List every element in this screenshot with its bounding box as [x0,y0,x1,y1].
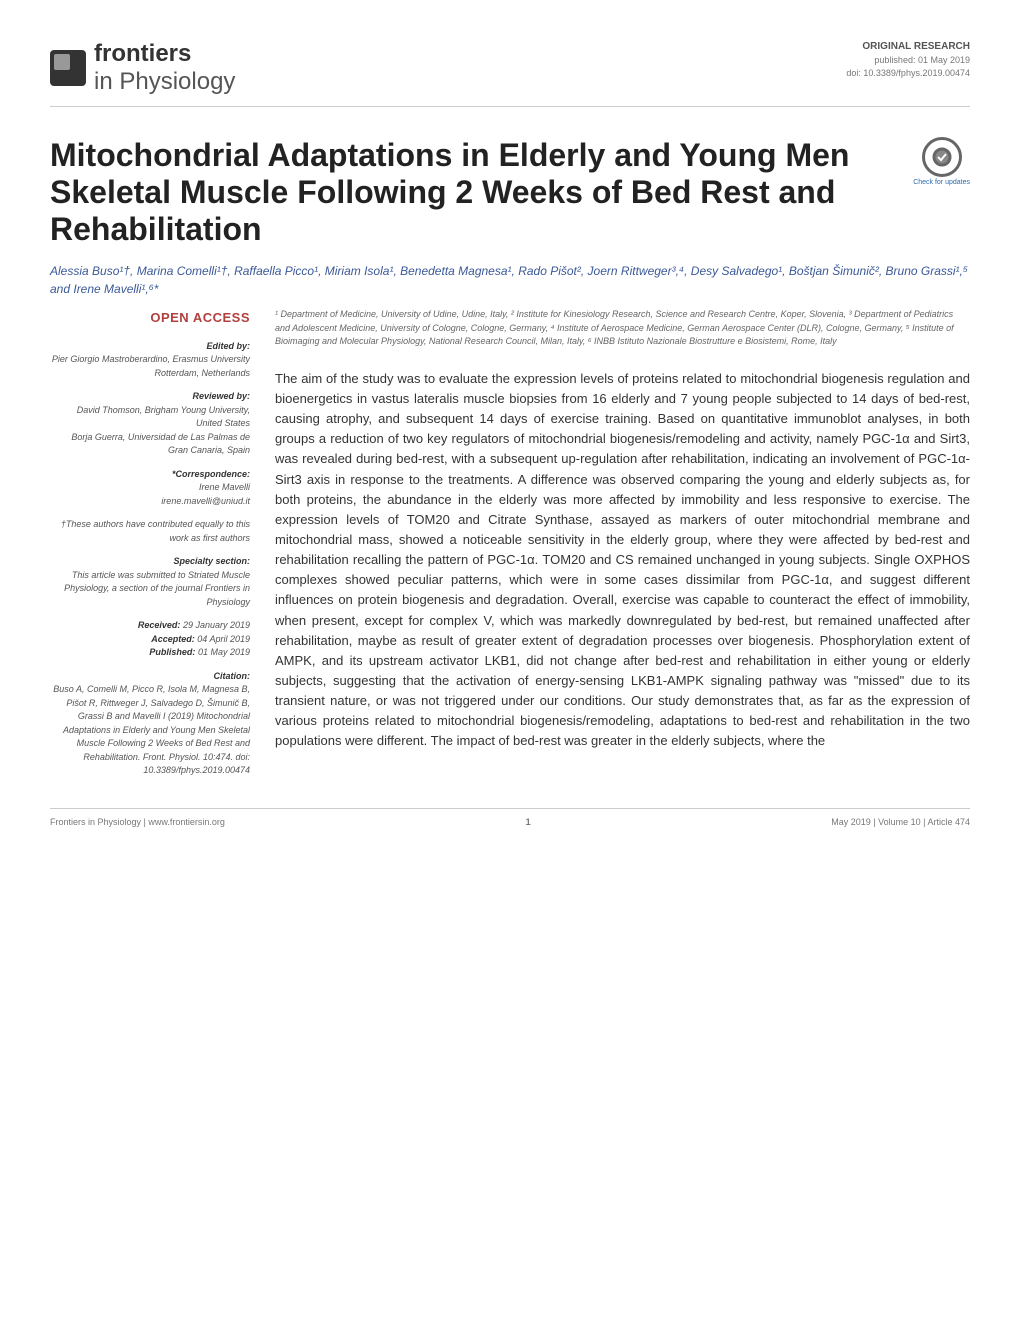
accepted-date: 04 April 2019 [197,634,250,644]
page-number: 1 [526,817,531,827]
check-label: Check for updates [913,179,970,186]
journal-name: frontiers in Physiology [94,40,235,96]
accepted-label: Accepted: [151,634,195,644]
main-column: ¹ Department of Medicine, University of … [275,308,970,778]
abstract-text: The aim of the study was to evaluate the… [275,369,970,752]
frontiers-logo-icon [50,50,86,86]
received-date: 29 January 2019 [183,620,250,630]
correspondence-name: Irene Mavelli [50,481,250,495]
sidebar: OPEN ACCESS Edited by: Pier Giorgio Mast… [50,308,250,778]
edited-by-label: Edited by: [50,340,250,354]
received-label: Received: [138,620,181,630]
published-label: Published: [149,647,195,657]
check-updates-badge[interactable]: Check for updates [913,137,970,186]
published-date: published: 01 May 2019 [846,54,970,67]
reviewer-1: David Thomson, Brigham Young University,… [50,404,250,431]
equal-contribution-note: †These authors have contributed equally … [50,518,250,545]
check-circle-icon [922,137,962,177]
edited-by: Pier Giorgio Mastroberardino, Erasmus Un… [50,353,250,380]
specialty-section: This article was submitted to Striated M… [50,569,250,610]
article-title: Mitochondrial Adaptations in Elderly and… [50,137,970,247]
published-date-sidebar: 01 May 2019 [198,647,250,657]
journal-suffix: in Physiology [94,68,235,95]
page-header: frontiers in Physiology ORIGINAL RESEARC… [50,40,970,107]
doi: doi: 10.3389/fphys.2019.00474 [846,67,970,80]
footer-right: May 2019 | Volume 10 | Article 474 [831,817,970,827]
page-footer: Frontiers in Physiology | www.frontiersi… [50,808,970,827]
reviewed-by-label: Reviewed by: [50,390,250,404]
reviewer-2: Borja Guerra, Universidad de Las Palmas … [50,431,250,458]
correspondence-label: *Correspondence: [50,468,250,482]
correspondence-email: irene.mavelli@uniud.it [50,495,250,509]
header-meta: ORIGINAL RESEARCH published: 01 May 2019… [846,40,970,79]
open-access-badge: OPEN ACCESS [50,308,250,328]
footer-left: Frontiers in Physiology | www.frontiersi… [50,817,225,827]
journal-prefix: frontiers [94,40,191,67]
article-type: ORIGINAL RESEARCH [846,40,970,54]
authors-list: Alessia Buso¹†, Marina Comelli¹†, Raffae… [50,262,970,298]
specialty-label: Specialty section: [50,555,250,569]
journal-brand: frontiers in Physiology [50,40,235,96]
citation-text: Buso A, Comelli M, Picco R, Isola M, Mag… [50,683,250,778]
citation-label: Citation: [50,670,250,684]
affiliations: ¹ Department of Medicine, University of … [275,308,970,349]
